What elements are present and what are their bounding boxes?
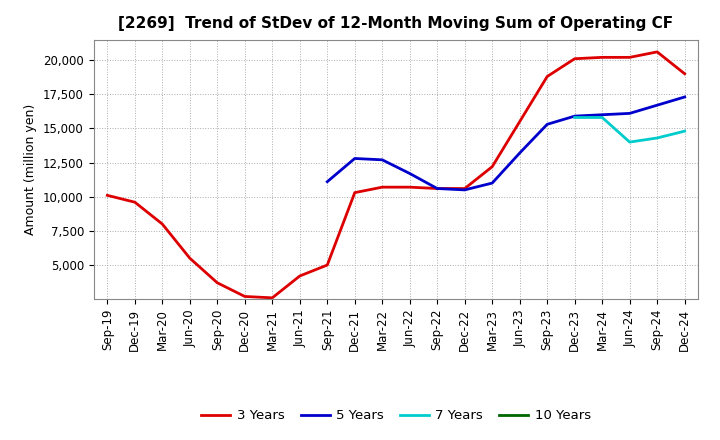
3 Years <box>570 56 579 61</box>
5 Years <box>598 112 606 117</box>
7 Years <box>680 128 689 134</box>
3 Years <box>488 164 497 169</box>
5 Years <box>680 94 689 99</box>
5 Years <box>488 180 497 186</box>
3 Years <box>213 280 222 286</box>
3 Years <box>240 294 249 299</box>
5 Years <box>405 171 414 176</box>
3 Years <box>268 295 276 301</box>
3 Years <box>130 200 139 205</box>
5 Years <box>433 186 441 191</box>
5 Years <box>378 157 387 162</box>
3 Years <box>351 190 359 195</box>
Line: 5 Years: 5 Years <box>328 97 685 190</box>
3 Years <box>433 186 441 191</box>
7 Years <box>598 115 606 120</box>
3 Years <box>543 74 552 79</box>
7 Years <box>653 136 662 141</box>
5 Years <box>653 103 662 108</box>
5 Years <box>516 150 524 156</box>
5 Years <box>460 187 469 193</box>
5 Years <box>626 111 634 116</box>
3 Years <box>598 55 606 60</box>
5 Years <box>323 179 332 184</box>
Legend: 3 Years, 5 Years, 7 Years, 10 Years: 3 Years, 5 Years, 7 Years, 10 Years <box>196 404 596 428</box>
7 Years <box>626 139 634 145</box>
3 Years <box>158 221 166 227</box>
3 Years <box>378 184 387 190</box>
Line: 7 Years: 7 Years <box>575 117 685 142</box>
3 Years <box>653 49 662 55</box>
3 Years <box>295 273 304 279</box>
Line: 3 Years: 3 Years <box>107 52 685 298</box>
3 Years <box>186 256 194 261</box>
3 Years <box>680 71 689 77</box>
5 Years <box>543 122 552 127</box>
Y-axis label: Amount (million yen): Amount (million yen) <box>24 104 37 235</box>
3 Years <box>516 119 524 124</box>
3 Years <box>323 262 332 268</box>
3 Years <box>460 186 469 191</box>
3 Years <box>626 55 634 60</box>
Title: [2269]  Trend of StDev of 12-Month Moving Sum of Operating CF: [2269] Trend of StDev of 12-Month Moving… <box>118 16 674 32</box>
5 Years <box>570 114 579 119</box>
3 Years <box>405 184 414 190</box>
3 Years <box>103 193 112 198</box>
5 Years <box>351 156 359 161</box>
7 Years <box>570 115 579 120</box>
